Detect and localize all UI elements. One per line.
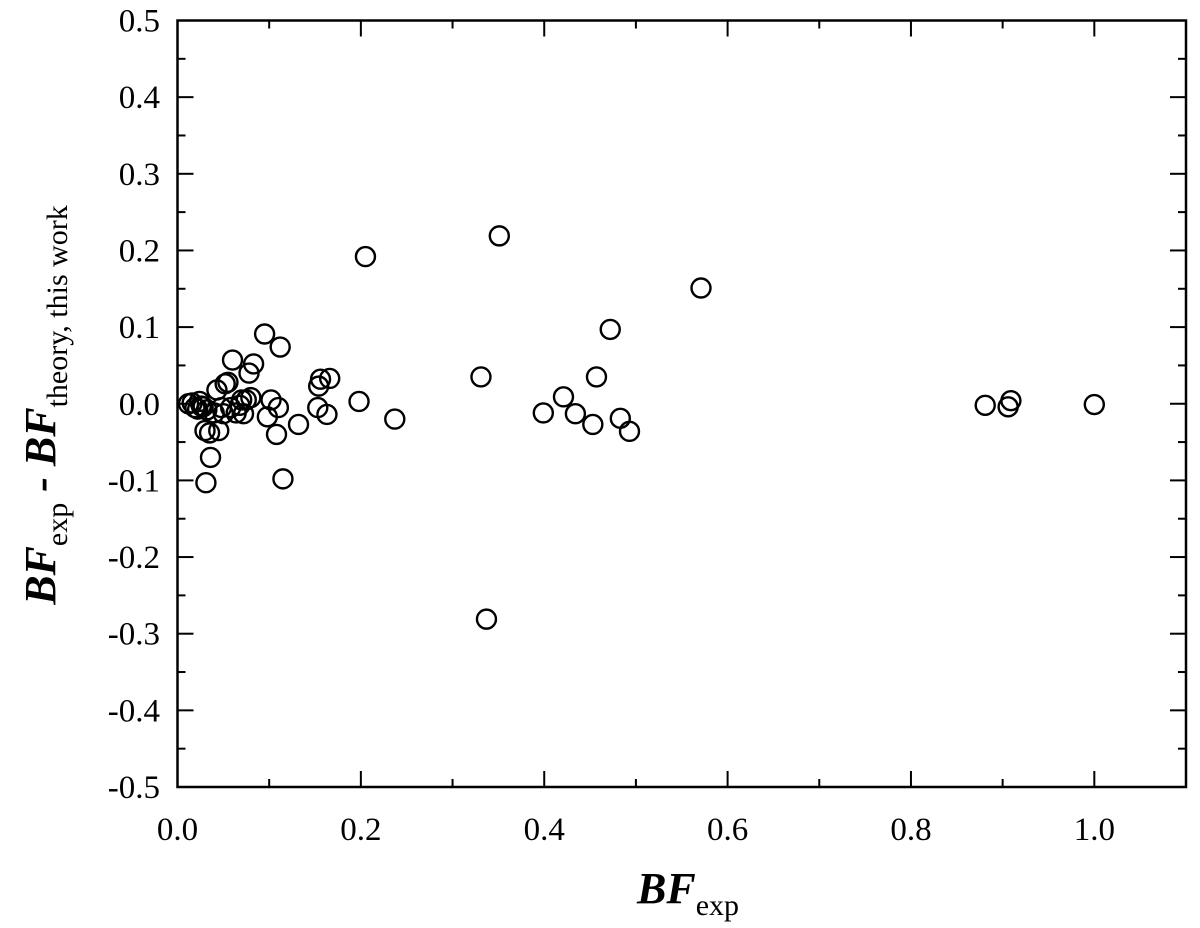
data-point [1083, 393, 1106, 416]
y-tick-label: 0.1 [119, 310, 160, 346]
data-point [564, 403, 587, 425]
y-tick-label: -0.1 [108, 463, 160, 499]
data-point [318, 367, 341, 390]
data-point [470, 366, 492, 388]
plot-frame [176, 19, 1188, 789]
y-tick-label: 0.3 [119, 157, 160, 193]
y-tick-label: 0.4 [119, 80, 160, 116]
data-point [1000, 389, 1022, 412]
data-point [348, 390, 370, 413]
data-points [177, 225, 1106, 630]
y-tick-labels: -0.5 -0.4 -0.3 -0.2 -0.1 0.0 0.1 0.2 0.3 0.4 0.5 [108, 4, 160, 807]
data-point [272, 468, 294, 490]
y-axis-title-main-2: BF [16, 407, 65, 467]
y-tick-label: 0.0 [119, 387, 160, 423]
data-point [690, 277, 712, 299]
data-point [532, 402, 555, 424]
y-axis-title-separator: - [16, 466, 65, 503]
data-point [199, 446, 222, 469]
data-point [552, 386, 575, 408]
y-tick-label: -0.5 [108, 770, 160, 806]
y-axis-title-sub-1: exp [41, 503, 74, 546]
data-point [488, 225, 511, 247]
x-axis-title-sub: exp [696, 889, 739, 922]
x-axis-title-main: BF [636, 864, 696, 913]
x-tick-label: 0.6 [707, 812, 748, 848]
data-point [599, 318, 621, 341]
y-axis-title-main-1: BF [16, 546, 65, 606]
x-tick-label: 0.8 [890, 812, 931, 848]
data-point [265, 423, 288, 446]
data-point [242, 353, 265, 375]
x-tick-label: 0.0 [157, 812, 198, 848]
data-point [240, 386, 262, 409]
y-axis-title: BFexp - BFtheory, this work [16, 205, 74, 606]
data-point [316, 403, 338, 426]
x-axis-title: BFexp [636, 864, 739, 922]
data-point [309, 368, 332, 390]
y-tick-label: -0.2 [108, 540, 160, 576]
y-tick-label: -0.4 [108, 693, 160, 729]
data-point [195, 471, 217, 494]
data-point [974, 394, 996, 416]
data-point [384, 408, 406, 430]
data-point [609, 407, 632, 430]
data-point [287, 413, 310, 436]
x-tick-labels: 0.0 0.2 0.4 0.6 0.8 1.0 [157, 812, 1115, 848]
data-point [618, 420, 641, 443]
data-point [253, 323, 276, 345]
data-point [267, 396, 290, 419]
data-point [217, 371, 239, 393]
x-tick-label: 0.4 [524, 812, 565, 848]
data-point [354, 245, 377, 268]
data-point [582, 413, 604, 436]
x-tick-label: 1.0 [1074, 812, 1115, 848]
data-point [269, 336, 291, 358]
y-tick-label: 0.5 [119, 4, 160, 40]
axis-ticks [176, 19, 1187, 788]
y-tick-label: 0.2 [119, 233, 160, 269]
data-point [475, 608, 498, 630]
data-point [260, 389, 282, 411]
x-tick-label: 0.2 [340, 812, 381, 848]
data-point [198, 422, 221, 444]
y-tick-label: -0.3 [108, 617, 160, 653]
data-point [221, 349, 244, 371]
data-point [585, 366, 608, 388]
y-axis-title-sub-2: theory, this work [41, 205, 74, 407]
